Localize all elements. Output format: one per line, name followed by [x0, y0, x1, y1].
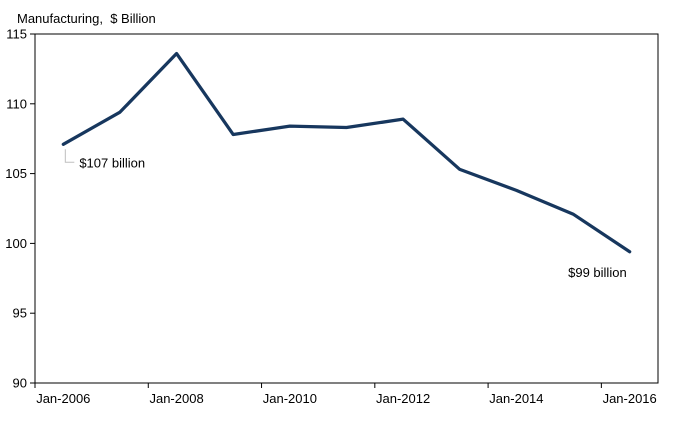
annotation-label: $99 billion	[568, 265, 627, 280]
axis-tick-labels: 90 95 100 105 110 115 Jan-2006 Jan-2008 Jan-2010…	[5, 27, 656, 407]
y-tick-label: 100	[5, 236, 27, 251]
x-tick-label: Jan-2014	[489, 391, 543, 406]
annotation-label: $107 billion	[79, 155, 145, 170]
data-series	[61, 51, 632, 254]
series-polyline	[61, 51, 632, 254]
annotations: $107 billion $99 billion	[64, 149, 627, 280]
chart-title: Manufacturing, $ Billion	[17, 11, 156, 26]
x-tick-label: Jan-2006	[36, 391, 90, 406]
x-tick-label: Jan-2012	[376, 391, 430, 406]
y-tick-label: 115	[6, 27, 27, 42]
x-tick-label: Jan-2010	[263, 391, 317, 406]
x-tick-label: Jan-2016	[603, 391, 657, 406]
annotation-leader	[64, 149, 75, 163]
y-tick-label: 105	[5, 166, 27, 181]
y-tick-label: 95	[13, 306, 27, 321]
x-tick-label: Jan-2008	[149, 391, 203, 406]
y-tick-label: 90	[13, 376, 27, 391]
y-tick-label: 110	[6, 96, 27, 111]
plot-border	[34, 33, 659, 384]
axes	[30, 33, 659, 388]
